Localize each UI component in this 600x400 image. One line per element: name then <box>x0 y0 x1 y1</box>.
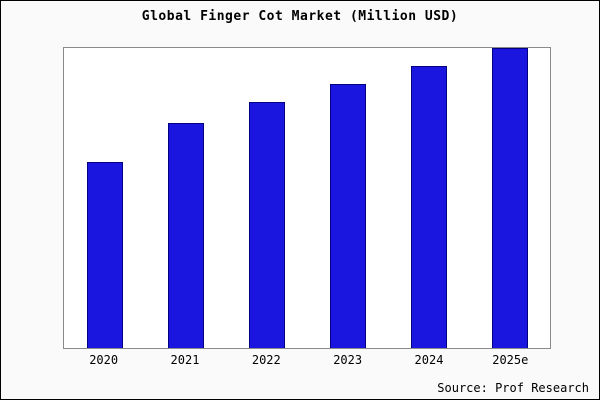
bar-2024 <box>410 66 447 348</box>
x-axis-ticks: 2020 2021 2022 2023 2024 2025e <box>63 353 551 369</box>
bar-2022 <box>248 102 285 348</box>
x-tick-2023: 2023 <box>333 353 363 367</box>
x-tick-2020: 2020 <box>89 353 119 367</box>
bar-column <box>469 48 550 348</box>
bar-column <box>226 48 307 348</box>
bar-2020 <box>86 162 123 348</box>
chart-title: Global Finger Cot Market (Million USD) <box>141 9 459 24</box>
source-label: Source: Prof Research <box>437 381 589 395</box>
x-tick-2022: 2022 <box>251 353 281 367</box>
bar-2023 <box>329 84 366 348</box>
plot-area <box>63 47 551 349</box>
x-tick-2025e: 2025e <box>492 353 529 367</box>
bar-column <box>307 48 388 348</box>
bar-column <box>145 48 226 348</box>
x-tick-2021: 2021 <box>170 353 200 367</box>
bar-2021 <box>167 123 204 348</box>
bar-2025e <box>491 48 528 348</box>
bar-column <box>64 48 145 348</box>
bar-column <box>388 48 469 348</box>
x-tick-2024: 2024 <box>414 353 444 367</box>
